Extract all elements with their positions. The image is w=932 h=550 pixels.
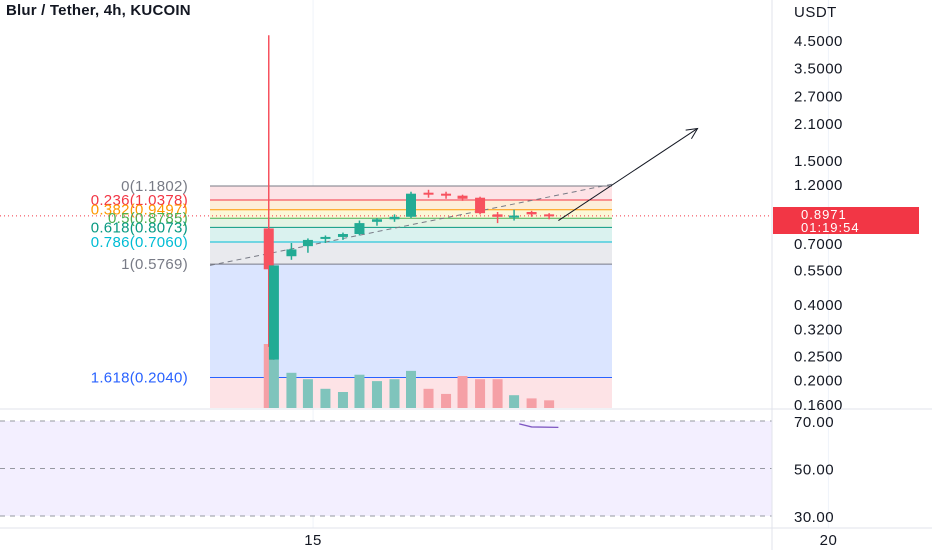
fib-level-label: 0.236(1.0378) xyxy=(91,192,188,209)
volume-bar xyxy=(526,398,537,408)
time-axis: 15 20 xyxy=(304,532,837,549)
volume-bar xyxy=(406,370,416,408)
fib-level-label: 0.618(0.8073) xyxy=(91,219,188,236)
current-price-tag: 0.8971 01:19:54 xyxy=(773,207,919,234)
current-price-value: 0.8971 xyxy=(801,207,847,222)
price-axis-currency: USDT xyxy=(794,4,837,21)
rsi-tick-label: 50.00 xyxy=(794,462,834,479)
volume-bar xyxy=(509,395,520,408)
candle-body xyxy=(492,214,503,217)
volume-layer xyxy=(263,344,555,408)
candle-body xyxy=(371,219,382,222)
volume-bar xyxy=(354,374,365,408)
chart-title: Blur / Tether, 4h, KUCOIN xyxy=(6,2,191,19)
volume-bar xyxy=(544,400,555,408)
candle-body xyxy=(457,195,468,199)
fib-level-label: 0.786(0.7060) xyxy=(91,234,188,251)
candle-body xyxy=(268,265,279,360)
price-tick-label: 0.2500 xyxy=(794,348,843,365)
rsi-axis: 70.00 50.00 30.00 xyxy=(794,414,834,526)
rsi-band xyxy=(0,421,772,516)
price-tick-label: 2.1000 xyxy=(794,116,843,133)
candle-body xyxy=(354,223,365,235)
candle-body xyxy=(526,211,537,215)
volume-bar xyxy=(475,379,486,408)
fib-zone xyxy=(210,242,612,265)
price-tick-label: 3.5000 xyxy=(794,60,843,77)
candle-body xyxy=(475,197,486,214)
volume-bar xyxy=(320,388,331,408)
arrow-shaft xyxy=(558,128,698,221)
price-tick-label: 0.1600 xyxy=(794,397,843,414)
fib-level-label: 0.382(0.9497) xyxy=(91,202,188,219)
candles-layer xyxy=(263,35,555,360)
projection-arrow xyxy=(558,127,699,221)
candle-body xyxy=(302,239,313,247)
price-axis: USDT 4.5000 3.5000 2.7000 2.1000 1.5000 1.2000… xyxy=(794,4,843,414)
fib-level-label: 1(0.5769) xyxy=(121,256,188,273)
price-tick-label: 2.7000 xyxy=(794,89,843,106)
volume-bar xyxy=(423,388,434,408)
candle-body xyxy=(509,215,520,218)
rsi-tick-label: 30.00 xyxy=(794,509,834,526)
price-tick-label: 0.7000 xyxy=(794,236,843,253)
price-tick-label: 0.2000 xyxy=(794,373,843,390)
fib-zone xyxy=(210,227,612,243)
volume-bar xyxy=(371,381,382,408)
volume-bar xyxy=(337,392,348,408)
volume-bar xyxy=(302,379,313,408)
candle-body xyxy=(441,193,452,196)
volume-bar xyxy=(492,379,503,408)
fib-level-label: 1.618(0.2040) xyxy=(91,369,188,386)
candle-body xyxy=(286,249,297,257)
candle-body xyxy=(389,216,400,220)
volume-bar xyxy=(263,344,274,408)
candle-body xyxy=(263,228,274,270)
rsi-pane xyxy=(0,408,932,517)
candle-body xyxy=(320,236,331,239)
volume-bar xyxy=(389,379,400,408)
fib-level-label: 0(1.1802) xyxy=(121,178,188,195)
arrow-head xyxy=(685,127,699,140)
candle-body xyxy=(544,214,555,217)
price-tick-label: 0.5500 xyxy=(794,262,843,279)
price-tick-label: 0.4000 xyxy=(794,297,843,314)
price-tick-label: 1.2000 xyxy=(794,177,843,194)
volume-bar xyxy=(441,393,452,408)
candle-body xyxy=(406,193,416,217)
volume-bar xyxy=(286,372,297,408)
fib-zone xyxy=(210,218,612,228)
price-tick-label: 1.5000 xyxy=(794,153,843,170)
price-tick-label: 4.5000 xyxy=(794,33,843,50)
countdown-value: 01:19:54 xyxy=(801,220,860,235)
candle-body xyxy=(337,234,348,237)
fib-level-label: 0.5(0.8785) xyxy=(108,210,188,227)
time-tick-label: 20 xyxy=(820,532,838,549)
rsi-tick-label: 70.00 xyxy=(794,414,834,431)
volume-bar xyxy=(268,360,279,408)
price-tick-label: 0.3200 xyxy=(794,321,843,338)
candle-body xyxy=(423,192,434,195)
volume-bar xyxy=(457,376,468,408)
rsi-line xyxy=(519,423,559,429)
time-tick-label: 15 xyxy=(304,532,322,549)
